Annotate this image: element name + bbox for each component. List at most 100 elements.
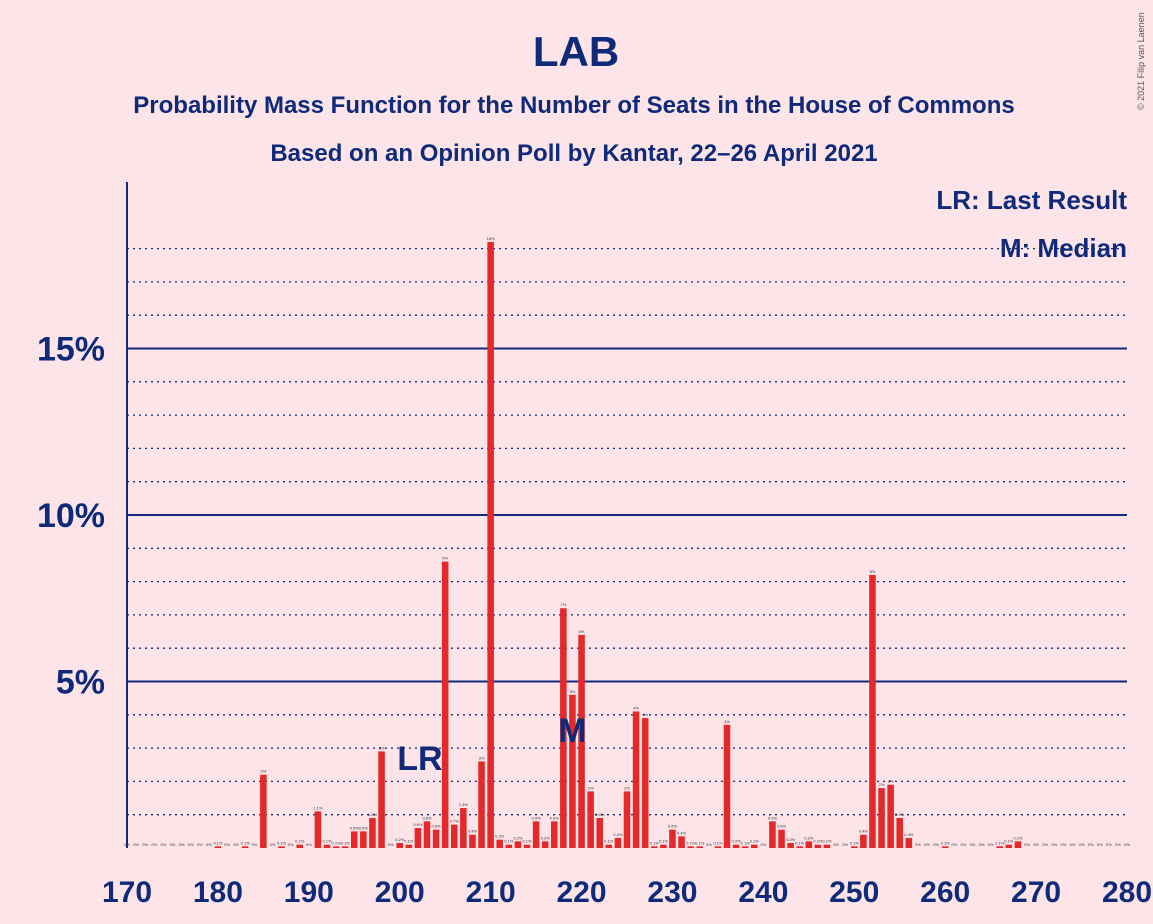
bar [396, 843, 403, 848]
bar [241, 846, 249, 848]
bar-value-label: 0.9% [895, 812, 905, 817]
bar-value-label: 0% [988, 842, 994, 847]
bar-value-label: 0.4% [859, 829, 869, 834]
bar-value-label: 0.1% [795, 840, 805, 845]
bar-value-label: 0.1% [995, 840, 1005, 845]
bar-value-label: 0.2% [732, 839, 742, 844]
y-tick-label: 10% [37, 497, 105, 535]
y-tick-label: 5% [56, 664, 105, 702]
x-tick-label: 270 [1011, 876, 1061, 909]
bar [423, 821, 431, 848]
bar-value-label: 0% [151, 842, 157, 847]
bar-value-label: 0.1% [277, 840, 287, 845]
bar-value-label: 0.1% [659, 839, 669, 844]
bar-value-label: 0% [933, 842, 939, 847]
bar-value-label: 0.1% [295, 839, 305, 844]
bar-value-label: 0% [1042, 842, 1048, 847]
last-result-marker: LR [397, 740, 442, 778]
bar [732, 844, 740, 848]
bar-value-label: 0.2% [395, 837, 405, 842]
bar-value-label: 0.6% [777, 824, 787, 829]
bar-value-label: 1.3% [459, 802, 469, 807]
x-axis-ticks: 170 180 190 200 210 220 230 240 250 260 270 280 [102, 876, 1152, 909]
bar-value-label: 0% [1033, 842, 1039, 847]
bar [541, 841, 549, 848]
bar [723, 724, 731, 848]
bar [569, 694, 576, 848]
bar [587, 791, 594, 848]
bar-value-label: 0.1% [850, 840, 860, 845]
bar-value-label: 3% [379, 745, 385, 750]
bar-value-label: 0% [206, 842, 212, 847]
bar-value-label: 8% [870, 569, 876, 574]
x-tick-label: 210 [466, 876, 516, 909]
bar [596, 818, 603, 848]
bar [1014, 841, 1022, 848]
bar [769, 821, 776, 848]
bar [523, 844, 531, 848]
bar-value-label: 0.9% [595, 812, 605, 817]
bar-value-label: 0.3% [495, 834, 505, 839]
bar [469, 834, 476, 848]
bar [996, 846, 1003, 848]
bar [487, 241, 494, 848]
bar [532, 821, 540, 848]
bar-value-label: 0.9% [550, 815, 560, 820]
bar-value-label: 0% [170, 842, 176, 847]
bar [660, 844, 667, 848]
bar-value-label: 0.4% [613, 832, 623, 837]
median-marker: M [558, 712, 586, 750]
x-tick-label: 280 [1102, 876, 1152, 909]
bar [551, 821, 558, 848]
bar [678, 836, 685, 848]
bar-value-label: 0.1% [332, 840, 342, 845]
bar-value-label: 0.7% [450, 819, 460, 824]
bar-value-label: 0.5% [350, 825, 360, 830]
x-tick-label: 220 [557, 876, 607, 909]
legend-median: M: Median [1000, 233, 1127, 263]
bar-value-label: 0.1% [341, 840, 351, 845]
bar-value-label: 0% [706, 842, 712, 847]
bar-value-label: 0% [179, 842, 185, 847]
bar [378, 751, 385, 848]
bar-value-label: 0.1% [1004, 839, 1014, 844]
bar [496, 839, 503, 848]
bar-value-label: 3% [479, 755, 485, 760]
bar-value-label: 0% [760, 842, 766, 847]
bar-value-label: 7% [560, 602, 566, 607]
bar [351, 831, 358, 848]
bar-value-label: 0.8% [422, 815, 432, 820]
bar [451, 824, 458, 848]
bar-value-label: 0% [833, 842, 839, 847]
bar-value-label: 0.2% [804, 835, 814, 840]
bar [651, 846, 658, 848]
bar [605, 844, 613, 848]
bar-value-label: 0% [288, 842, 294, 847]
bar-value-label: 0% [142, 842, 148, 847]
bar [851, 846, 858, 848]
bar [332, 846, 340, 848]
bar-value-label: 0.9% [768, 815, 778, 820]
bar-value-label: 0% [160, 842, 166, 847]
x-tick-label: 200 [375, 876, 425, 909]
bar-value-label: 0% [1024, 842, 1030, 847]
bar-value-label: 0% [1060, 842, 1066, 847]
bar-value-label: 2% [624, 785, 630, 790]
bar [360, 831, 367, 848]
bar [478, 761, 485, 848]
bar-value-label: 0.1% [650, 840, 660, 845]
bar [860, 834, 867, 848]
bar-value-label: 0.1% [695, 840, 705, 845]
bar [878, 788, 885, 848]
bar [432, 829, 440, 848]
bar [714, 846, 722, 848]
bar [669, 829, 676, 848]
bar [796, 846, 803, 848]
bar-value-label: 0.6% [413, 822, 423, 827]
y-tick-label: 15% [37, 331, 105, 369]
bar-value-label: 0.6% [668, 824, 678, 829]
bar-value-label: 0.2% [541, 835, 551, 840]
bar-value-label: 0% [1106, 842, 1112, 847]
bar-value-label: 0.6% [432, 824, 442, 829]
